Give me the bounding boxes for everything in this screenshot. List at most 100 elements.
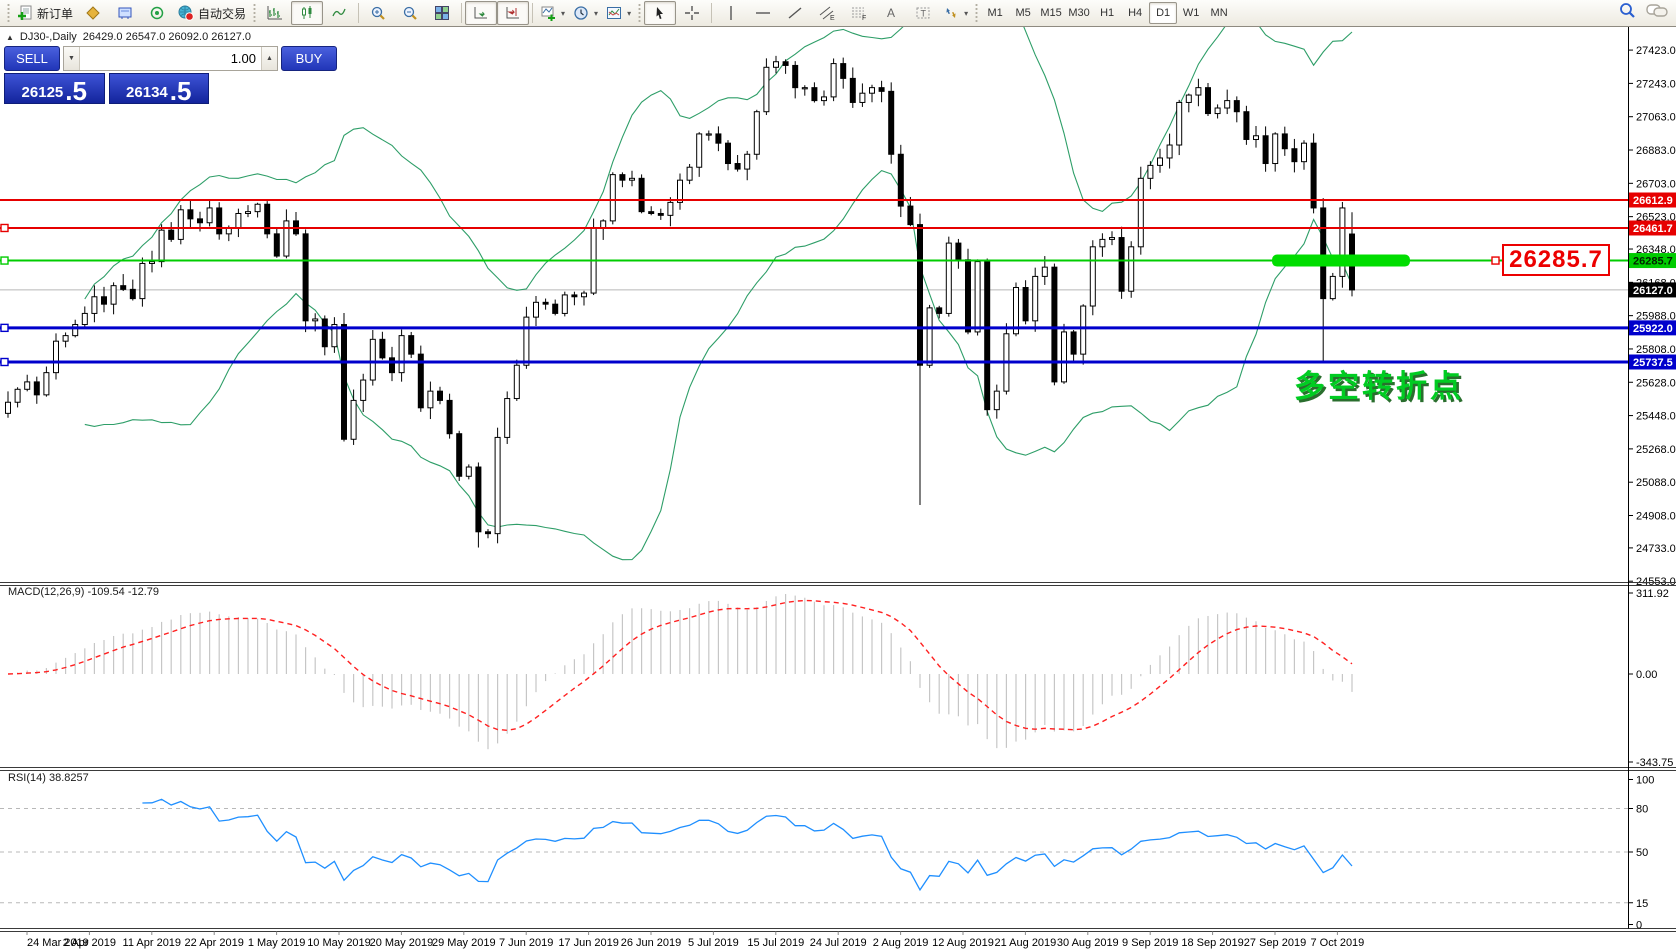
volume-input[interactable] — [80, 47, 261, 70]
svg-text:25737.5: 25737.5 — [1633, 357, 1673, 369]
line-chart-button[interactable] — [323, 1, 355, 25]
fibonacci-button[interactable]: F — [843, 1, 875, 25]
svg-text:25268.0: 25268.0 — [1636, 444, 1676, 456]
templates-button[interactable] — [602, 1, 635, 25]
svg-text:25808.0: 25808.0 — [1636, 344, 1676, 356]
chat-icon[interactable] — [1646, 3, 1668, 19]
buy-price-button[interactable]: 26134 .5 — [108, 73, 209, 106]
vertical-line-button[interactable] — [715, 1, 747, 25]
toolbar-grip[interactable] — [974, 3, 980, 23]
candlestick-chart-button[interactable] — [291, 1, 324, 25]
svg-text:1 May 2019: 1 May 2019 — [248, 937, 305, 949]
chart-canvas[interactable]: 27423.027243.027063.026883.026703.026523… — [0, 27, 1676, 952]
svg-text:20 May 2019: 20 May 2019 — [370, 937, 434, 949]
svg-text:7 Jun 2019: 7 Jun 2019 — [499, 937, 553, 949]
cursor-icon — [656, 7, 664, 19]
svg-text:30 Aug 2019: 30 Aug 2019 — [1057, 937, 1119, 949]
bar-chart-button[interactable] — [259, 1, 291, 25]
collapse-arrow-icon[interactable]: ▲ — [6, 32, 14, 42]
templates-icon — [607, 7, 622, 19]
buy-price-frac: .5 — [169, 75, 192, 106]
crosshair-button[interactable] — [676, 1, 708, 25]
toolbar-grip[interactable] — [637, 3, 643, 23]
timeframe-button-m5[interactable]: M5 — [1015, 7, 1031, 19]
toolbar-right — [1619, 2, 1668, 19]
indicators-icon — [541, 6, 556, 21]
timeframe-button-h4[interactable]: H4 — [1128, 7, 1143, 19]
indicators-button[interactable] — [536, 1, 569, 25]
svg-text:27243.0: 27243.0 — [1636, 78, 1676, 90]
svg-text:24733.0: 24733.0 — [1636, 543, 1676, 555]
timeframe-button-w1[interactable]: W1 — [1182, 7, 1200, 19]
autotrading-button[interactable]: 自动交易 — [173, 1, 250, 25]
bar-chart-icon — [267, 6, 283, 20]
new-order-button[interactable]: 新订单 — [13, 1, 77, 25]
timeframe-button-m1[interactable]: M1 — [987, 7, 1003, 19]
chart-title: ▲ DJ30-,Daily 26429.0 26547.0 26092.0 26… — [6, 31, 251, 43]
symbol-period-label: DJ30-,Daily — [19, 31, 77, 43]
channel-icon: E — [819, 6, 835, 21]
tile-windows-icon — [435, 6, 450, 20]
zoom-in-button[interactable] — [362, 1, 394, 25]
timeframe-button-m15[interactable]: M15 — [1040, 7, 1062, 19]
trendline-button[interactable] — [779, 1, 811, 25]
arrows-button[interactable] — [939, 1, 972, 25]
sell-price-button[interactable]: 26125 .5 — [4, 73, 105, 104]
market-watch-icon — [118, 7, 132, 19]
signals-button[interactable] — [141, 1, 173, 25]
svg-text:17 Jun 2019: 17 Jun 2019 — [558, 937, 619, 949]
periods-button[interactable] — [569, 1, 602, 25]
volume-up-button[interactable]: ▲ — [261, 47, 277, 70]
volume-down-button[interactable]: ▼ — [64, 47, 80, 70]
tile-windows-button[interactable] — [426, 1, 458, 25]
separator — [358, 3, 360, 23]
svg-text:5 Jul 2019: 5 Jul 2019 — [688, 937, 739, 949]
svg-text:26285.7: 26285.7 — [1633, 256, 1673, 268]
zoom-out-button[interactable] — [394, 1, 426, 25]
timeframe-button-d1[interactable]: D1 — [1149, 2, 1178, 24]
svg-text:25628.0: 25628.0 — [1636, 377, 1676, 389]
timeframe-group: M1 M5 M15 M30 H1 H4 D1 W1 MN — [981, 2, 1233, 24]
buy-button[interactable]: BUY — [281, 46, 337, 71]
svg-text:311.92: 311.92 — [1636, 588, 1669, 600]
volume-group: ▼ ▲ — [63, 46, 278, 71]
separator — [532, 3, 534, 23]
svg-text:26612.9: 26612.9 — [1633, 195, 1673, 207]
svg-text:F: F — [862, 15, 866, 21]
toolbar-grip[interactable] — [6, 3, 11, 23]
svg-text:26 Jun 2019: 26 Jun 2019 — [621, 937, 682, 949]
timeframe-button-mn[interactable]: MN — [1210, 7, 1228, 19]
svg-text:25922.0: 25922.0 — [1633, 323, 1673, 335]
svg-text:26348.0: 26348.0 — [1636, 244, 1676, 256]
timeframe-button-m30[interactable]: M30 — [1068, 7, 1090, 19]
pivot-note-text[interactable]: 多空转折点 — [1294, 369, 1464, 404]
auto-scroll-button[interactable] — [465, 1, 498, 25]
rsi-label: RSI(14) 38.8257 — [8, 772, 89, 784]
text-label-button[interactable]: T — [907, 1, 939, 25]
chart-window: 27423.0 27243.0 27063.0 26883.0 26703.0 26523… — [0, 27, 1676, 952]
channel-button[interactable]: E — [811, 1, 843, 25]
chart-shift-button[interactable] — [497, 1, 530, 25]
sell-button[interactable]: SELL — [4, 46, 60, 71]
svg-text:0.00: 0.00 — [1636, 669, 1657, 681]
svg-text:0: 0 — [1636, 920, 1642, 932]
svg-text:A: A — [887, 6, 895, 20]
zoom-out-icon — [403, 6, 417, 20]
svg-text:12 Aug 2019: 12 Aug 2019 — [932, 937, 994, 949]
timeframe-button-h1[interactable]: H1 — [1100, 7, 1115, 19]
svg-text:27423.0: 27423.0 — [1636, 45, 1676, 57]
market-watch-button[interactable] — [109, 1, 141, 25]
vertical-line-icon — [730, 6, 732, 20]
cursor-button[interactable] — [644, 1, 677, 25]
search-icon[interactable] — [1619, 2, 1636, 19]
svg-text:2 Aug 2019: 2 Aug 2019 — [873, 937, 929, 949]
chart-shift-icon — [506, 7, 520, 19]
text-button[interactable]: A — [875, 1, 907, 25]
toolbar-grip[interactable] — [252, 3, 258, 23]
horizontal-line-button[interactable] — [747, 1, 779, 25]
pivot-price-label[interactable]: 26285.7 — [1502, 244, 1610, 276]
svg-text:T: T — [921, 9, 927, 19]
autotrading-icon — [178, 5, 194, 21]
profiles-button[interactable] — [77, 1, 109, 25]
